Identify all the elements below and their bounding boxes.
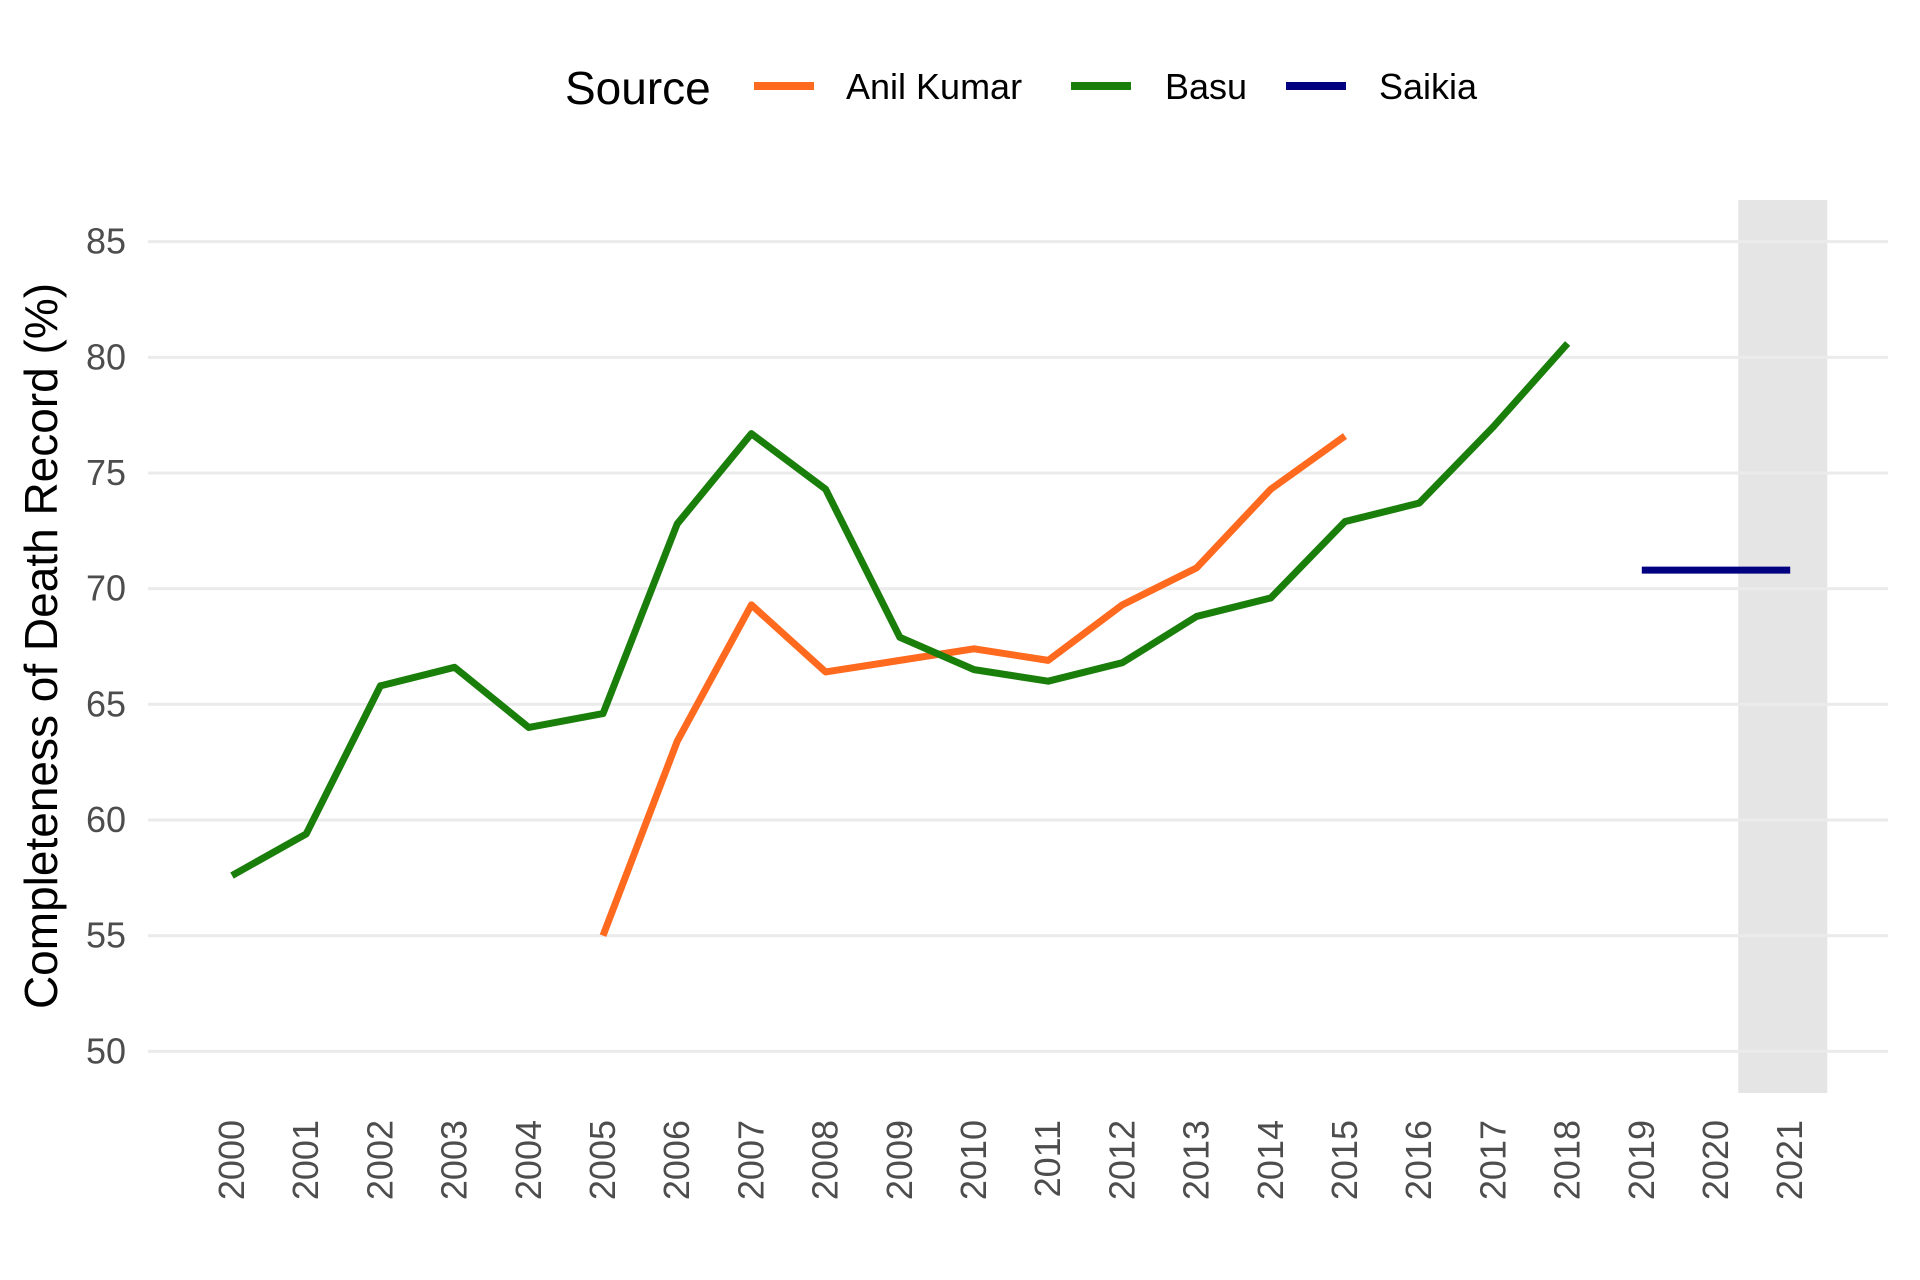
x-tick-label-2003: 2003 [434,1120,475,1200]
legend-label-anil-kumar: Anil Kumar [846,66,1022,107]
x-tick-label-2018: 2018 [1547,1120,1588,1200]
x-tick-label-2012: 2012 [1101,1120,1142,1200]
x-tick-label-2008: 2008 [805,1120,846,1200]
x-tick-label-2020: 2020 [1695,1120,1736,1200]
axes: 50 55 60 65 70 75 80 85 2000 2001 2002 2003 2004 2005… [15,221,1810,1200]
series-line-anil-kumar [599,433,1348,937]
y-tick-label-85: 85 [86,221,126,262]
y-tick-label-60: 60 [86,799,126,840]
x-tick-label-2005: 2005 [582,1120,623,1200]
x-tick-label-2016: 2016 [1398,1120,1439,1200]
highlight-band [1738,200,1828,1093]
x-tick-label-2011: 2011 [1027,1120,1068,1197]
legend-title: Source [565,62,711,114]
highlight-band-layer [1738,200,1828,1093]
y-tick-label-55: 55 [86,915,126,956]
y-tick-label-75: 75 [86,452,126,493]
x-tick-label-2001: 2001 [285,1120,326,1200]
legend-label-basu: Basu [1165,66,1247,107]
x-tick-label-2019: 2019 [1621,1120,1662,1200]
legend-label-saikia: Saikia [1379,66,1478,107]
x-tick-label-2013: 2013 [1176,1120,1217,1200]
x-tick-label-2010: 2010 [953,1120,994,1200]
series-line-basu [230,341,1571,879]
x-tick-label-2006: 2006 [656,1120,697,1200]
x-tick-label-2007: 2007 [730,1120,771,1200]
y-tick-label-80: 80 [86,336,126,377]
x-tick-label-2021: 2021 [1769,1120,1810,1200]
x-tick-label-2004: 2004 [508,1120,549,1200]
x-tick-label-2009: 2009 [879,1120,920,1200]
x-tick-label-2014: 2014 [1250,1120,1291,1200]
x-tick-label-2015: 2015 [1324,1120,1365,1200]
x-tick-label-2002: 2002 [359,1120,400,1200]
y-tick-label-70: 70 [86,568,126,609]
y-axis-title: Completeness of Death Record (%) [15,283,67,1009]
y-tick-label-50: 50 [86,1030,126,1071]
y-tick-label-65: 65 [86,683,126,724]
legend: Source Anil Kumar Basu Saikia [565,62,1478,114]
x-tick-label-2000: 2000 [211,1120,252,1200]
x-tick-label-2017: 2017 [1472,1120,1513,1200]
grid-lines [148,240,1888,1053]
series-lines [230,341,1791,937]
